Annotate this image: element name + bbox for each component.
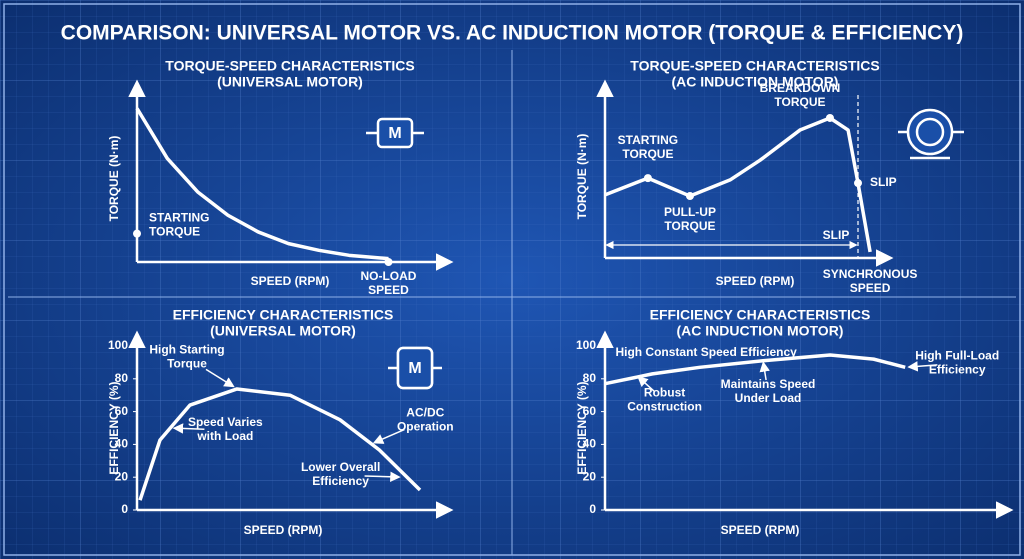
y-axis-label: EFFICIENCY (%) xyxy=(575,381,589,474)
label-line: High Constant Speed Efficiency xyxy=(615,345,797,359)
label: STARTING TORQUE xyxy=(618,133,678,161)
label-line: BREAKDOWN xyxy=(760,81,841,95)
label-line: SLIP xyxy=(870,175,897,189)
label-line: High Starting xyxy=(149,343,224,357)
y-tick-label: 0 xyxy=(589,502,596,516)
annotation-arrow xyxy=(907,361,938,372)
label-line: Lower Overall xyxy=(301,460,380,474)
label-line: SPEED xyxy=(368,283,409,297)
label-line: Efficiency xyxy=(312,474,369,488)
annotation-arrow xyxy=(372,428,405,444)
label: NO-LOAD SPEED xyxy=(360,269,416,297)
data-line xyxy=(138,387,422,501)
annotation-dot xyxy=(133,229,141,238)
y-tick-label: 60 xyxy=(583,404,597,418)
label: BREAKDOWN TORQUE xyxy=(760,81,841,109)
y-tick-label: 80 xyxy=(115,371,129,385)
annotation-dot xyxy=(825,113,834,122)
motor-icon xyxy=(366,108,964,390)
label-line: SYNCHRONOUS xyxy=(823,267,918,281)
label-line: PULL-UP xyxy=(664,205,716,219)
chart-subtitle: (AC INDUCTION MOTOR) xyxy=(672,74,839,90)
x-axis-label: SPEED (RPM) xyxy=(721,523,800,537)
label-line: Speed Varies xyxy=(188,415,263,429)
chart-title: TORQUE-SPEED CHARACTERISTICS xyxy=(165,58,414,74)
label: STARTING TORQUE xyxy=(149,211,209,239)
x-axis-label: SPEED (RPM) xyxy=(251,274,330,288)
label-line: SPEED xyxy=(850,281,891,295)
y-tick-label: 40 xyxy=(583,437,597,451)
label-line: Robust xyxy=(644,386,685,400)
y-tick-label: 100 xyxy=(108,338,128,352)
label-line: Torque xyxy=(167,357,207,371)
label: Robust Construction xyxy=(627,386,702,414)
annotation-arrow xyxy=(364,471,401,483)
label-line: TORQUE xyxy=(664,219,715,233)
label: High Full-Load Efficiency xyxy=(915,348,999,376)
y-tick-label: 80 xyxy=(583,371,597,385)
label: High Starting Torque xyxy=(149,343,224,371)
label-line: Under Load xyxy=(735,391,802,405)
y-axis-label: EFFICIENCY (%) xyxy=(107,381,121,474)
annotation-arrow xyxy=(759,361,770,381)
y-tick-label: 100 xyxy=(576,338,596,352)
y-tick-label: 20 xyxy=(583,469,597,483)
data-line xyxy=(604,353,906,386)
label: SLIP xyxy=(870,175,897,189)
chart-subtitle: (UNIVERSAL MOTOR) xyxy=(210,323,356,339)
label: AC/DC Operation xyxy=(397,406,454,434)
chart-title: EFFICIENCY CHARACTERISTICS xyxy=(650,307,871,323)
y-axis-label: TORQUE (N·m) xyxy=(107,136,121,222)
chart-subtitle: (AC INDUCTION MOTOR) xyxy=(677,323,844,339)
annotation-arrow xyxy=(637,376,655,392)
x-axis-label: SPEED (RPM) xyxy=(716,274,795,288)
annotation-dot xyxy=(854,179,862,188)
icon-letter: M xyxy=(388,125,401,142)
main-title: COMPARISON: UNIVERSAL MOTOR VS. AC INDUC… xyxy=(61,22,964,45)
y-tick-label: 0 xyxy=(121,502,128,516)
icon-letter: M xyxy=(408,360,421,377)
label-line: STARTING xyxy=(618,133,678,147)
label: Maintains Speed Under Load xyxy=(721,377,816,405)
label-line: TORQUE xyxy=(774,95,825,109)
label-line: Operation xyxy=(397,420,454,434)
label-line: NO-LOAD xyxy=(360,269,416,283)
data-line xyxy=(604,116,872,253)
y-tick-label: 40 xyxy=(115,437,129,451)
y-tick-label: 60 xyxy=(115,404,129,418)
data-line xyxy=(135,107,389,261)
x-axis-label: SPEED (RPM) xyxy=(244,523,323,537)
label-line: TORQUE xyxy=(622,147,673,161)
y-axis-label: TORQUE (N·m) xyxy=(575,134,589,220)
label: SYNCHRONOUS SPEED xyxy=(823,267,918,295)
annotation-dot xyxy=(384,258,393,266)
chart-subtitle: (UNIVERSAL MOTOR) xyxy=(217,74,363,90)
label: PULL-UP TORQUE xyxy=(664,205,716,233)
label-line: SLIP xyxy=(823,228,850,242)
label-line: STARTING xyxy=(149,211,209,225)
label: SLIP xyxy=(823,228,850,242)
label-line: TORQUE xyxy=(149,225,200,239)
annotation-dot xyxy=(685,192,694,201)
annotation-arrow xyxy=(172,423,205,434)
label: Lower Overall Efficiency xyxy=(301,460,380,488)
y-tick-label: 20 xyxy=(115,469,129,483)
label-line: with Load xyxy=(196,429,253,443)
annotation-dot xyxy=(643,174,652,183)
label: High Constant Speed Efficiency xyxy=(615,345,797,359)
label-line: Construction xyxy=(627,400,702,414)
label: Speed Varies with Load xyxy=(188,415,263,443)
label-line: AC/DC xyxy=(406,406,444,420)
label-line: High Full-Load xyxy=(915,348,999,362)
chart-title: TORQUE-SPEED CHARACTERISTICS xyxy=(630,58,879,74)
annotation-arrow xyxy=(205,368,235,388)
chart-title: EFFICIENCY CHARACTERISTICS xyxy=(173,307,394,323)
label-line: Efficiency xyxy=(929,362,986,376)
label-line: Maintains Speed xyxy=(721,377,816,391)
